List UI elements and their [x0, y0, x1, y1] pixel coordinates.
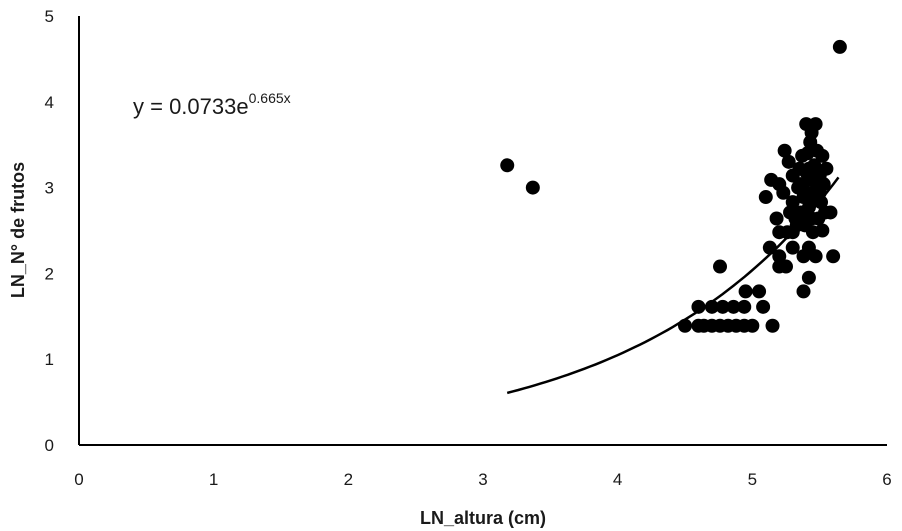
data-point	[796, 284, 811, 299]
data-point	[713, 259, 728, 274]
data-point	[826, 249, 841, 264]
x-tick-labels: 0 1 2 3 4 5 6	[74, 470, 891, 489]
data-point	[737, 299, 752, 314]
data-points	[500, 39, 847, 333]
data-point	[776, 185, 791, 200]
data-point	[500, 158, 515, 173]
data-point	[785, 240, 800, 255]
y-tick-label: 5	[45, 7, 54, 26]
trendline-equation: y = 0.0733e0.665x	[133, 90, 291, 119]
data-point	[812, 185, 827, 200]
data-point	[726, 299, 741, 314]
y-tick-label: 4	[45, 93, 54, 112]
y-tick-label: 0	[45, 436, 54, 455]
data-point	[781, 154, 796, 169]
exponential-trendline	[506, 176, 840, 395]
data-point	[752, 284, 767, 299]
x-tick-label: 1	[209, 470, 218, 489]
data-point	[769, 211, 784, 226]
equation-exponent: 0.665x	[249, 90, 291, 106]
data-point	[801, 270, 816, 285]
x-axis-title: LN_altura (cm)	[420, 508, 546, 528]
data-point	[804, 211, 819, 226]
data-point	[780, 225, 795, 240]
data-point	[525, 180, 540, 195]
x-tick-label: 4	[613, 470, 622, 489]
data-point	[756, 299, 771, 314]
data-point	[793, 177, 808, 192]
data-point	[823, 205, 838, 220]
data-point	[832, 39, 847, 54]
data-point	[779, 259, 793, 274]
data-point	[765, 318, 780, 333]
x-tick-label: 0	[74, 470, 83, 489]
x-tick-label: 3	[478, 470, 487, 489]
data-point	[819, 161, 834, 176]
data-point	[772, 249, 787, 264]
y-tick-label: 2	[45, 264, 54, 283]
data-point	[783, 205, 798, 220]
data-point	[815, 223, 830, 238]
data-point	[738, 284, 753, 299]
x-tick-label: 2	[344, 470, 353, 489]
y-tick-labels: 0 1 2 3 4 5	[45, 7, 54, 455]
data-point	[745, 318, 760, 333]
data-point	[777, 143, 792, 158]
data-point	[815, 148, 830, 163]
data-point	[796, 190, 811, 205]
data-point	[808, 249, 823, 264]
data-point	[691, 299, 706, 314]
data-point	[808, 117, 823, 132]
axes	[78, 16, 887, 446]
y-tick-label: 1	[45, 350, 54, 369]
y-tick-label: 3	[45, 179, 54, 198]
data-point	[715, 299, 730, 314]
equation-prefix: y = 0.0733e	[133, 94, 249, 119]
x-tick-label: 6	[882, 470, 891, 489]
data-point	[758, 190, 773, 205]
data-point	[801, 161, 816, 176]
x-tick-label: 5	[748, 470, 757, 489]
y-axis-title: LN_N° de frutos	[8, 162, 28, 298]
